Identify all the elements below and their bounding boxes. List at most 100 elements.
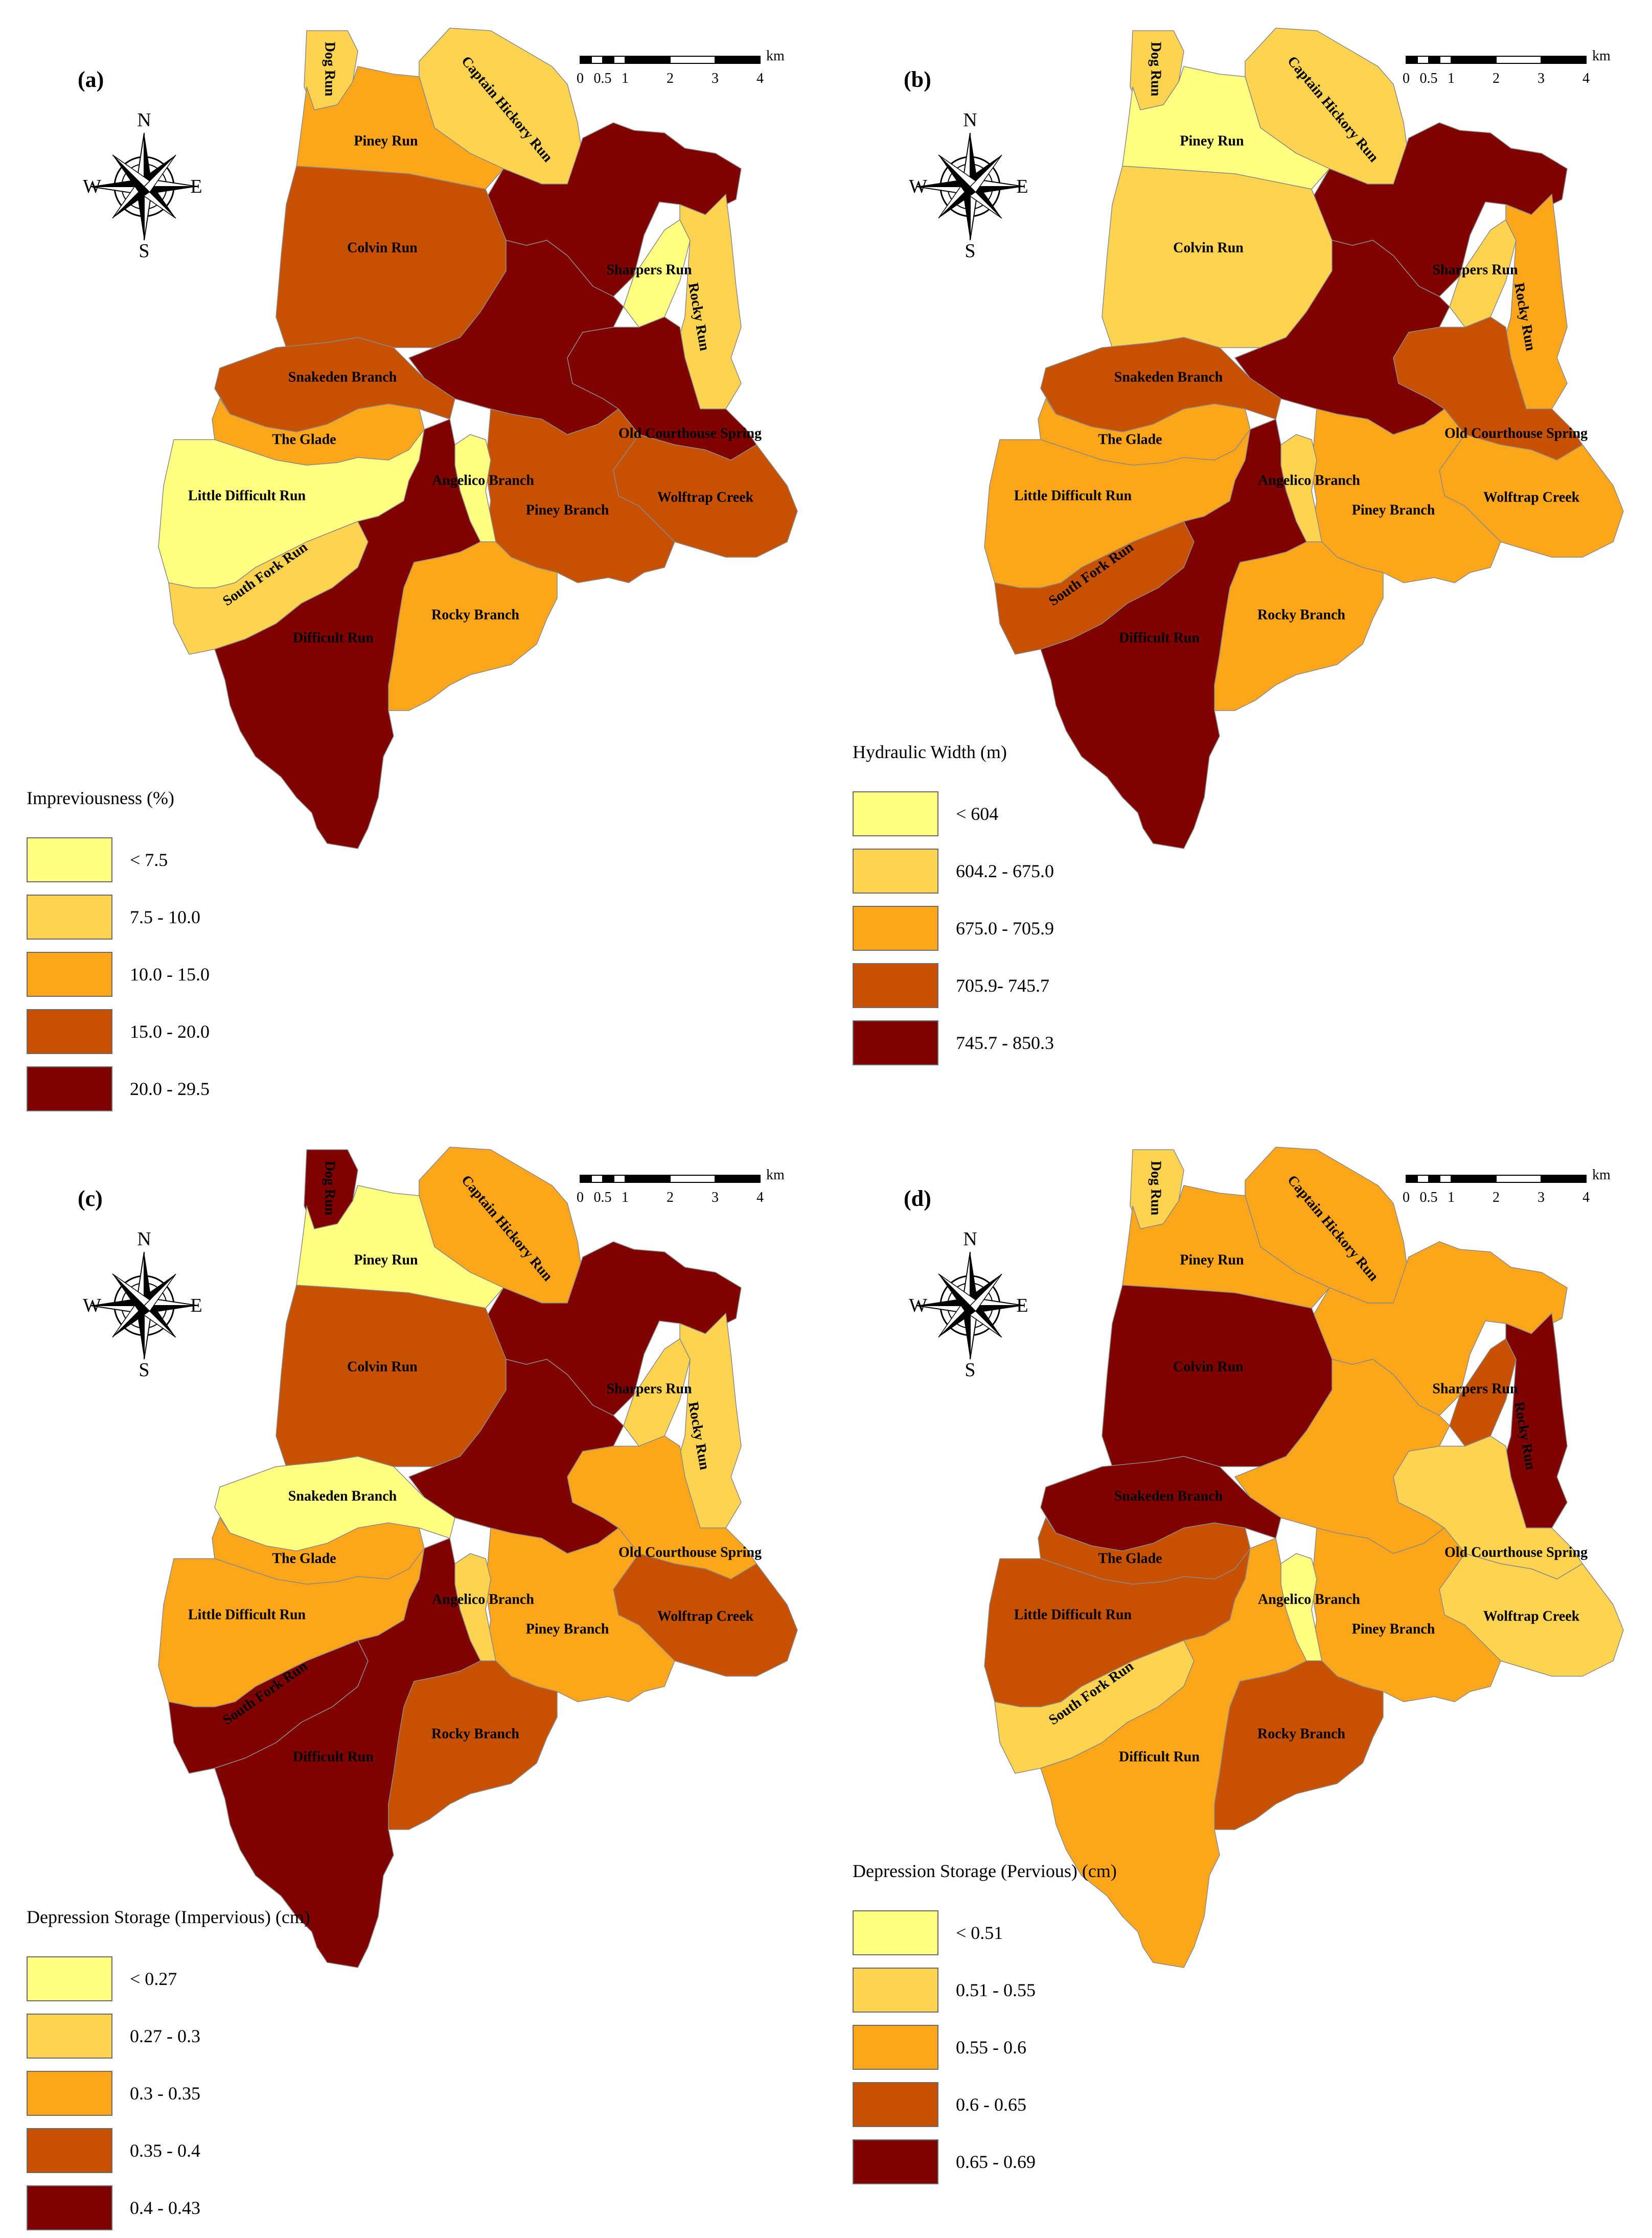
- compass-rose-icon: N S E W: [909, 1228, 1028, 1381]
- label-old-courthouse-spring: Old Courthouse Spring: [618, 1544, 762, 1560]
- scale-tick-label: 1: [1448, 1190, 1455, 1205]
- legend-label: 675.0 - 705.9: [956, 918, 1054, 939]
- subbasin-rocky-run: [674, 194, 742, 409]
- scale-tick-label: 3: [1538, 1190, 1545, 1205]
- scale-tick-label: 2: [667, 71, 674, 86]
- label-dog-run: Dog Run: [322, 1161, 338, 1216]
- compass-w-label: W: [909, 1295, 927, 1316]
- label-little-difficult-run: Little Difficult Run: [188, 488, 306, 504]
- label-piney-branch: Piney Branch: [526, 1621, 609, 1637]
- legend-item: 705.9- 745.7: [853, 957, 1054, 1014]
- label-wolftrap-creek: Wolftrap Creek: [1483, 489, 1580, 505]
- legend-item: 0.55 - 0.6: [853, 2019, 1117, 2076]
- legend-item: 0.6 - 0.65: [853, 2076, 1117, 2133]
- label-old-courthouse-spring: Old Courthouse Spring: [1444, 1544, 1588, 1560]
- scale-bar: 0 0.5 1 2 3 4km: [1403, 48, 1611, 86]
- subbasin-rocky-branch: [1214, 1660, 1384, 1830]
- legend-item: 0.51 - 0.55: [853, 1961, 1117, 2019]
- scale-tick-label: 0: [1403, 71, 1410, 86]
- compass-rose-icon: N S E W: [83, 109, 202, 262]
- label-dog-run: Dog Run: [322, 42, 338, 97]
- scale-tick-label: 1: [622, 1190, 629, 1205]
- compass-n-label: N: [137, 1228, 151, 1250]
- label-colvin-run: Colvin Run: [347, 240, 418, 256]
- subbasin-sharpers-run: [1449, 219, 1517, 328]
- panel-b: Dog Run Captain Hickory Run Piney Run Colvi…: [826, 0, 1652, 1119]
- legend-item: 675.0 - 705.9: [853, 900, 1054, 957]
- label-sharpers-run: Sharpers Run: [1432, 1381, 1518, 1397]
- subbasin-sharpers-run: [1449, 1338, 1517, 1447]
- legend-label: 745.7 - 850.3: [956, 1033, 1054, 1053]
- legend-swatch: [27, 1956, 112, 2001]
- label-rocky-branch: Rocky Branch: [1257, 1726, 1345, 1742]
- legend-item: 7.5 - 10.0: [27, 888, 210, 946]
- scale-bar: 0 0.5 1 2 3 4km: [577, 1167, 785, 1205]
- label-sharpers-run: Sharpers Run: [1432, 262, 1518, 278]
- scale-tick-label: 4: [1582, 71, 1590, 86]
- compass-rose-icon: N S E W: [83, 1228, 202, 1381]
- label-little-difficult-run: Little Difficult Run: [1014, 488, 1132, 504]
- subbasin-rocky-run: [1500, 194, 1568, 409]
- legend-label: < 0.51: [956, 1923, 1003, 1943]
- scale-tick-label: 0.5: [594, 1190, 612, 1205]
- legend-swatch: [27, 952, 112, 997]
- label-rocky-branch: Rocky Branch: [431, 607, 519, 623]
- legend-swatch: [853, 2025, 938, 2070]
- compass-rose-icon: N S E W: [909, 109, 1028, 262]
- scale-tick-label: 1: [1448, 71, 1455, 86]
- legend-label: 15.0 - 20.0: [130, 1021, 210, 1042]
- label-piney-run: Piney Run: [1180, 133, 1244, 149]
- legend-item: 10.0 - 15.0: [27, 946, 210, 1003]
- legend-item: < 0.51: [853, 1904, 1117, 1961]
- legend-swatch: [27, 837, 112, 882]
- legend-swatch: [27, 2185, 112, 2230]
- legend-item: 745.7 - 850.3: [853, 1014, 1054, 1071]
- legend-swatch: [853, 1968, 938, 2013]
- subbasin-colvin-run: [1102, 1285, 1333, 1467]
- subbasin-sharpers-run: [623, 219, 691, 328]
- legend-title: Hydraulic Width (m): [853, 742, 1007, 762]
- legend-swatch: [853, 1020, 938, 1065]
- legend-swatch: [853, 963, 938, 1008]
- scale-tick-label: 2: [667, 1190, 674, 1205]
- compass-s-label: S: [139, 240, 149, 262]
- compass-e-label: E: [190, 1295, 202, 1316]
- legend-label: < 604: [956, 804, 999, 824]
- scale-tick-label: 0.5: [1420, 71, 1438, 86]
- scale-tick-label: 0: [577, 71, 584, 86]
- compass-w-label: W: [909, 176, 927, 197]
- legend: Hydraulic Width (m) < 604 604.2 - 675.0 675…: [853, 741, 1054, 1071]
- label-angelico-branch: Angelico Branch: [1258, 1591, 1360, 1607]
- legend-label: 7.5 - 10.0: [130, 907, 200, 927]
- scale-unit-label: km: [766, 1167, 785, 1183]
- label-angelico-branch: Angelico Branch: [432, 472, 534, 488]
- scale-tick-label: 2: [1493, 71, 1500, 86]
- label-angelico-branch: Angelico Branch: [432, 1591, 534, 1607]
- legend-swatch: [853, 849, 938, 894]
- legend-label: < 0.27: [130, 1969, 177, 1989]
- compass-e-label: E: [1016, 1295, 1028, 1316]
- scale-tick-label: 4: [756, 71, 764, 86]
- legend-label: < 7.5: [130, 850, 168, 870]
- legend-label: 0.51 - 0.55: [956, 1980, 1036, 2000]
- compass-w-label: W: [83, 1295, 101, 1316]
- scale-bar: 0 0.5 1 2 3 4km: [1403, 1167, 1611, 1205]
- legend: Impreviousness (%) < 7.5 7.5 - 10.0 10.0 - …: [27, 787, 210, 1117]
- scale-tick-label: 0: [1403, 1190, 1410, 1205]
- compass-e-label: E: [190, 176, 202, 197]
- legend-swatch: [853, 791, 938, 836]
- subbasin-colvin-run: [276, 166, 507, 348]
- label-rocky-branch: Rocky Branch: [1257, 607, 1345, 623]
- label-old-courthouse-spring: Old Courthouse Spring: [1444, 425, 1588, 441]
- label-piney-run: Piney Run: [354, 133, 418, 149]
- legend-label: 20.0 - 29.5: [130, 1079, 210, 1099]
- compass-s-label: S: [965, 240, 975, 262]
- legend-swatch: [853, 2139, 938, 2184]
- scale-tick-label: 3: [712, 1190, 719, 1205]
- legend: Depression Storage (Impervious) (cm) < 0.…: [27, 1906, 310, 2236]
- label-difficult-run: Difficult Run: [1119, 630, 1200, 646]
- label-piney-branch: Piney Branch: [526, 502, 609, 518]
